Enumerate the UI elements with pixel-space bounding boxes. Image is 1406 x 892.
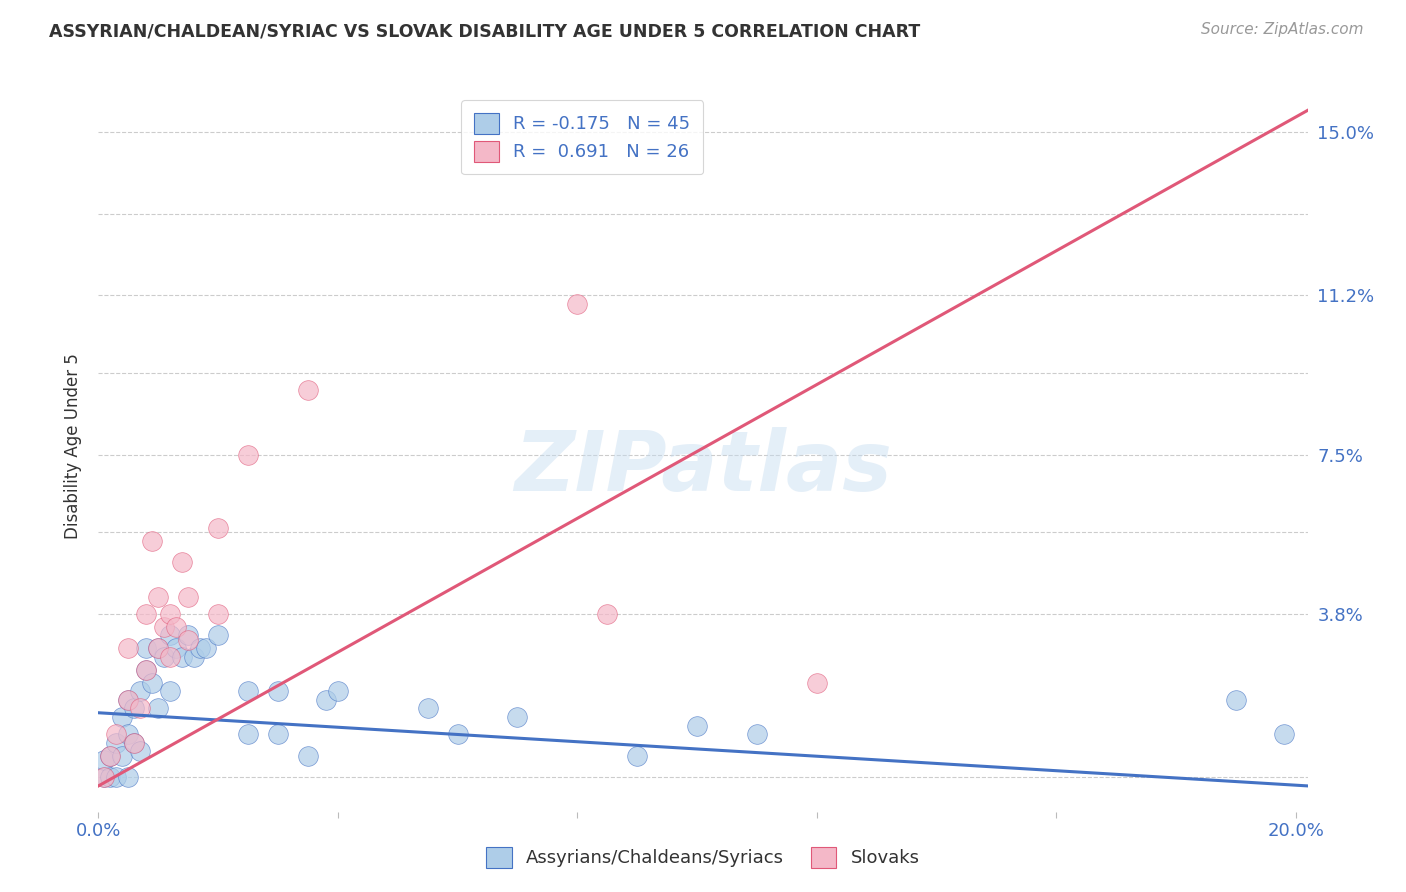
Point	[141, 533, 163, 548]
Point	[124, 736, 146, 750]
Point	[177, 628, 200, 642]
Point	[1272, 727, 1295, 741]
Point	[141, 675, 163, 690]
Point	[626, 748, 648, 763]
Point	[111, 748, 134, 763]
Point	[172, 555, 194, 569]
Point	[165, 620, 187, 634]
Point	[159, 684, 181, 698]
Point	[596, 607, 619, 621]
Point	[188, 641, 211, 656]
Point	[135, 641, 157, 656]
Point	[177, 632, 200, 647]
Point	[135, 663, 157, 677]
Point	[105, 770, 128, 784]
Point	[177, 590, 200, 604]
Point	[315, 693, 337, 707]
Point	[159, 649, 181, 664]
Point	[159, 628, 181, 642]
Point	[172, 649, 194, 664]
Point	[1225, 693, 1247, 707]
Point	[124, 736, 146, 750]
Point	[148, 641, 170, 656]
Point	[165, 641, 187, 656]
Point	[105, 727, 128, 741]
Point	[267, 684, 290, 698]
Point	[195, 641, 218, 656]
Point	[148, 590, 170, 604]
Point	[117, 727, 139, 741]
Point	[416, 701, 439, 715]
Point	[100, 770, 122, 784]
Point	[117, 693, 139, 707]
Point	[129, 701, 152, 715]
Point	[183, 649, 205, 664]
Point	[148, 701, 170, 715]
Point	[117, 641, 139, 656]
Text: Source: ZipAtlas.com: Source: ZipAtlas.com	[1201, 22, 1364, 37]
Point	[236, 448, 259, 462]
Point	[159, 607, 181, 621]
Point	[117, 770, 139, 784]
Point	[153, 620, 176, 634]
Point	[207, 628, 229, 642]
Point	[236, 684, 259, 698]
Point	[297, 748, 319, 763]
Point	[93, 770, 115, 784]
Point	[100, 748, 122, 763]
Point	[267, 727, 290, 741]
Point	[148, 641, 170, 656]
Point	[567, 297, 589, 311]
Point	[135, 663, 157, 677]
Y-axis label: Disability Age Under 5: Disability Age Under 5	[65, 353, 83, 539]
Point	[686, 719, 709, 733]
Point	[93, 753, 115, 767]
Point	[111, 710, 134, 724]
Point	[117, 693, 139, 707]
Point	[105, 736, 128, 750]
Point	[124, 701, 146, 715]
Point	[806, 675, 828, 690]
Point	[446, 727, 468, 741]
Point	[326, 684, 349, 698]
Legend: R = -0.175   N = 45, R =  0.691   N = 26: R = -0.175 N = 45, R = 0.691 N = 26	[461, 100, 703, 175]
Text: ASSYRIAN/CHALDEAN/SYRIAC VS SLOVAK DISABILITY AGE UNDER 5 CORRELATION CHART: ASSYRIAN/CHALDEAN/SYRIAC VS SLOVAK DISAB…	[49, 22, 921, 40]
Point	[745, 727, 768, 741]
Point	[129, 684, 152, 698]
Text: ZIPatlas: ZIPatlas	[515, 427, 891, 508]
Point	[100, 748, 122, 763]
Point	[207, 607, 229, 621]
Point	[153, 649, 176, 664]
Point	[236, 727, 259, 741]
Point	[135, 607, 157, 621]
Point	[207, 521, 229, 535]
Point	[297, 383, 319, 397]
Point	[93, 770, 115, 784]
Point	[129, 744, 152, 758]
Point	[506, 710, 529, 724]
Legend: Assyrians/Chaldeans/Syriacs, Slovaks: Assyrians/Chaldeans/Syriacs, Slovaks	[475, 836, 931, 879]
